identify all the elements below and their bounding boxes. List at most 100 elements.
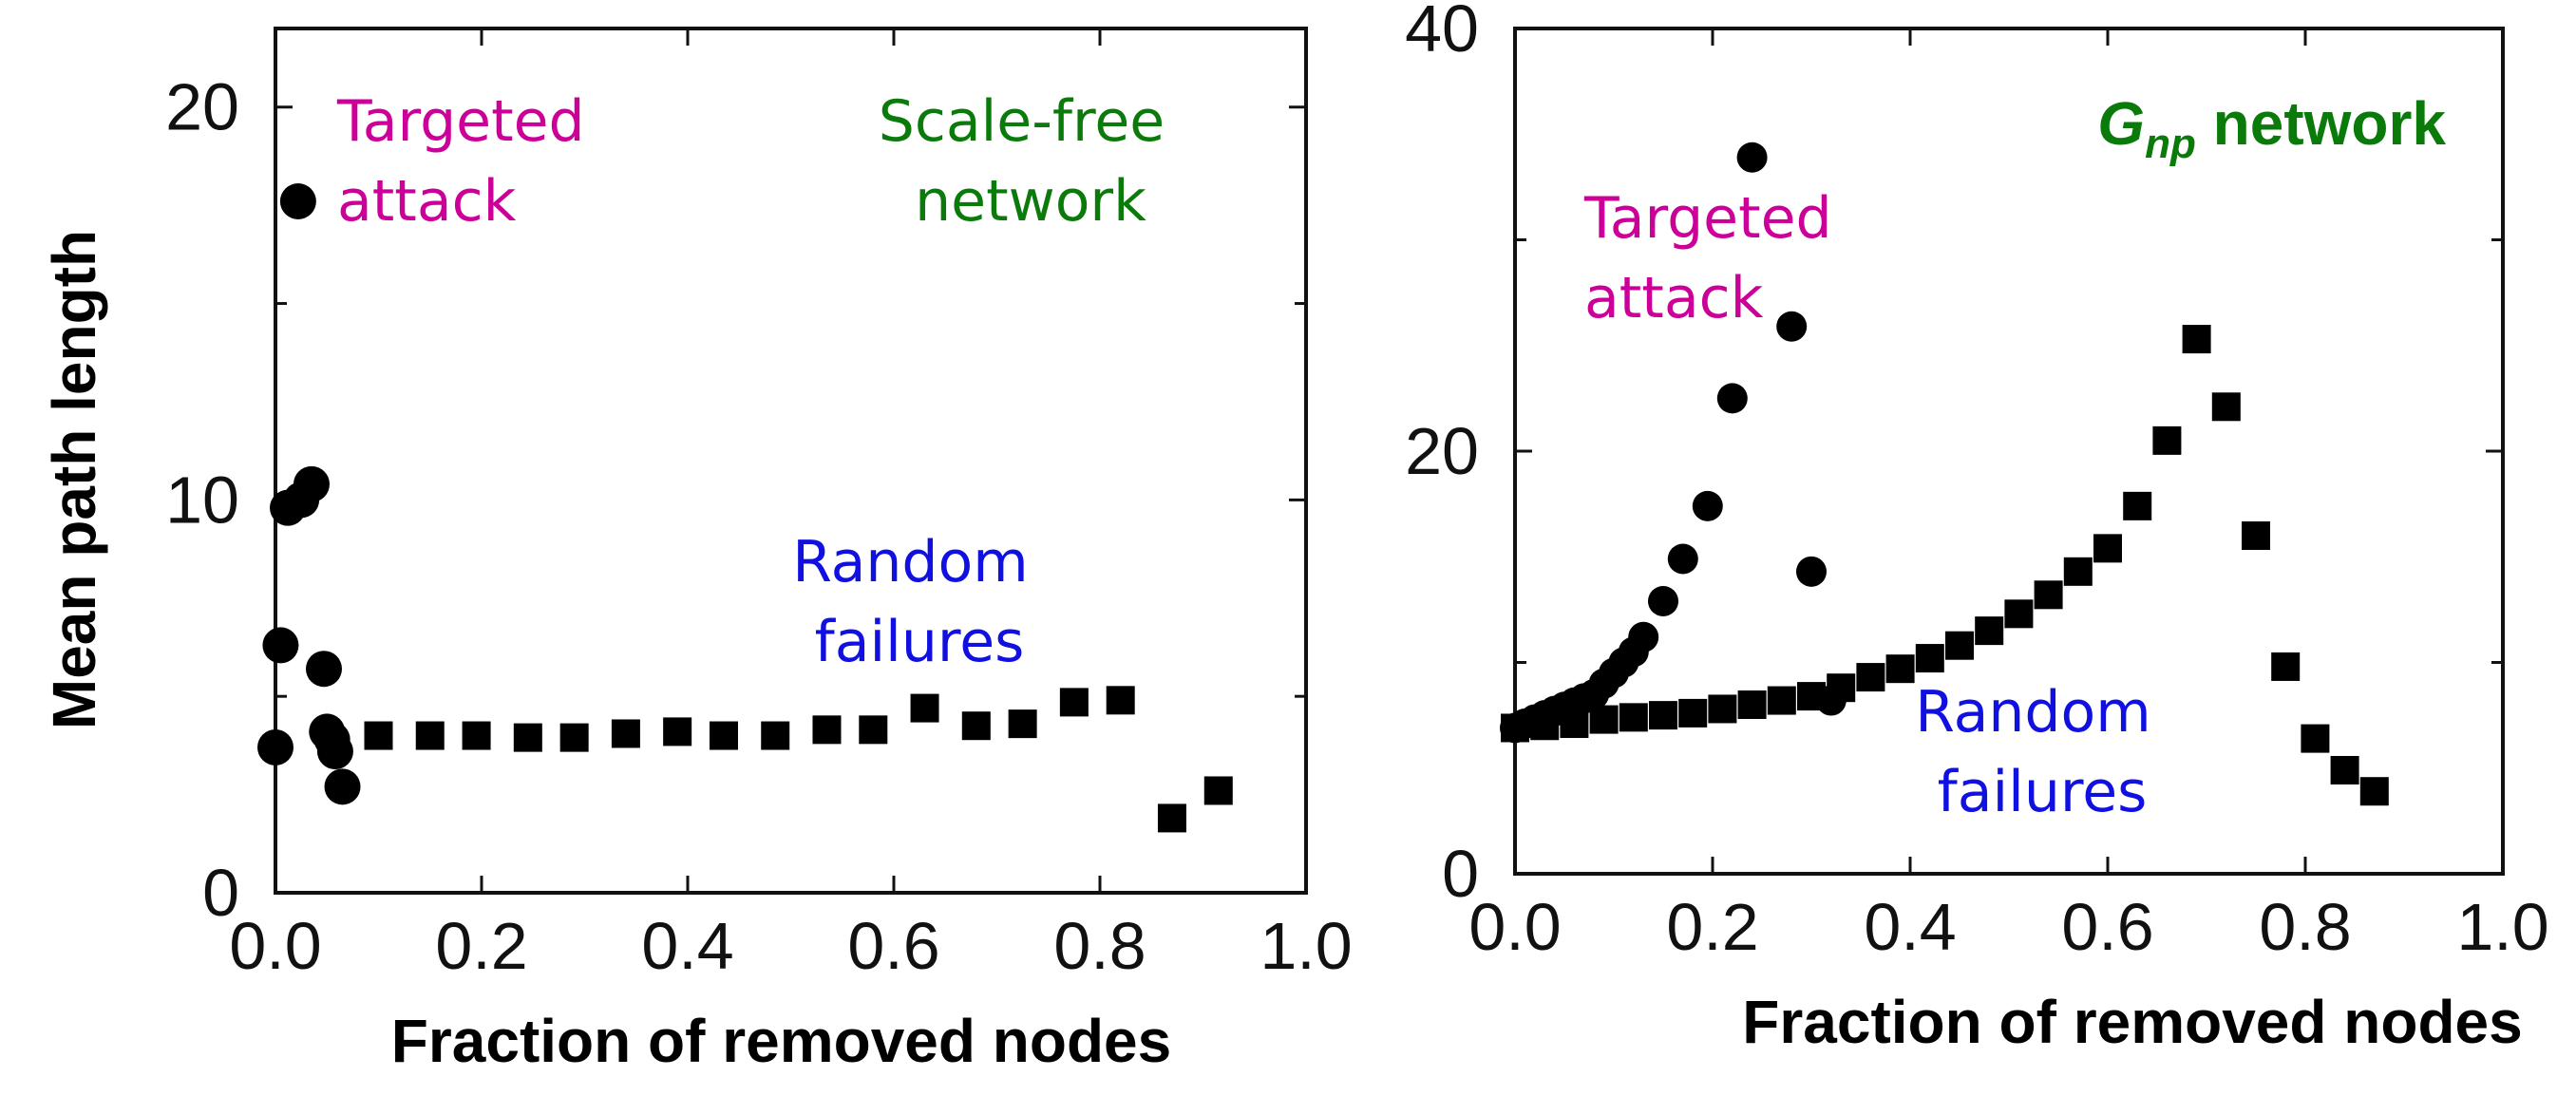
y-tick-label: 20 [165,70,239,144]
data-point [2152,425,2182,455]
data-point [415,721,445,750]
data-point [859,715,888,745]
data-point [2242,521,2270,550]
x-axis-title: Fraction of removed nodes [1742,988,2522,1056]
annotation-random-failures-text: Random [792,529,1028,595]
data-point [1649,701,1677,730]
x-tick-label: 0.2 [435,909,527,983]
data-point [1827,673,1856,703]
annotation-targeted-attack-gnp-text-line2: attack [1584,265,1764,331]
data-point [1560,709,1589,739]
annotation-random-failures: Random failures [792,529,1047,675]
x-tick-label: 0.2 [1666,890,1758,964]
data-point [2063,557,2093,586]
data-point [1776,311,1808,342]
data-point [316,733,353,770]
y-tick-label: 40 [1405,0,1479,66]
x-tick-label: 0.8 [1053,909,1146,983]
data-point [2211,392,2241,422]
series-square [364,686,1233,833]
data-point [1737,690,1767,719]
data-point [2271,652,2301,681]
data-point [1945,631,1974,660]
plot-frame [274,27,1308,895]
data-point [324,768,361,805]
gnp-subscript: np [2145,121,2196,167]
y-tick-label: 0 [1442,837,1479,911]
data-point [1628,621,1659,652]
data-point [364,721,393,750]
series-square [1501,325,2389,806]
data-point [305,651,342,688]
x-tick-label: 0.0 [1468,890,1561,964]
data-point [1736,142,1768,173]
x-axis-title: Fraction of removed nodes [391,1007,1171,1075]
data-point [1008,709,1037,739]
data-point [2034,580,2063,610]
data-point [2330,755,2359,784]
annotation-scale-free: Scale-free network [879,88,1183,235]
data-point [1885,654,1915,684]
x-tick-label: 0.0 [229,909,321,983]
data-point [910,693,939,723]
data-point [1059,688,1089,717]
annotation-gnp-network-text: Gnp network [2097,89,2446,167]
annotation-scale-free-text-line2: network [915,168,1146,235]
data-point [1767,686,1796,715]
data-point [1157,803,1186,833]
y-tick-label: 10 [165,463,239,537]
data-point [262,627,299,664]
annotation-targeted-attack-gnp: Targeted attack [1583,185,1850,331]
annotation-random-failures-text-line2: failures [815,609,1025,675]
x-tick-label: 0.4 [1864,890,1956,964]
data-point [1501,713,1529,743]
data-point [611,719,640,748]
data-point [1716,383,1748,414]
annotation-random-failures-gnp-text-line2: failures [1938,759,2148,825]
data-point [1667,543,1698,575]
data-point [1708,694,1737,724]
data-point [513,723,542,752]
data-point [2301,724,2330,753]
data-point [257,728,294,765]
data-point [1648,585,1678,616]
annotation-targeted-attack-text: Targeted [336,88,585,155]
chart-gnp: 0.0 0.2 0.4 0.6 0.8 1.0 0 20 40 Fraction of remov… [1405,0,2549,1056]
annotation-random-failures-gnp-text: Random [1915,679,2150,746]
data-point [1619,703,1648,732]
gnp-g: G [2097,89,2145,158]
data-point [1975,616,2004,646]
x-tick-label: 1.0 [1260,909,1352,983]
data-point [1856,663,1885,692]
data-point [279,183,316,219]
data-point [2093,534,2122,563]
data-point [1678,698,1708,728]
x-tick-label: 0.8 [2259,890,2351,964]
data-point [1915,644,1944,673]
data-point [1692,490,1723,521]
data-point [2182,325,2211,354]
data-point [1530,711,1560,741]
annotation-targeted-attack-gnp-text: Targeted [1583,185,1832,252]
data-point [462,721,491,750]
annotation-gnp-network: Gnp network [2097,89,2446,167]
gnp-network-word: network [2196,89,2447,158]
data-point [2359,777,2389,806]
x-tick-label: 1.0 [2456,890,2548,964]
y-axis-title: Mean path length [40,230,108,729]
series-circle [257,183,361,805]
data-point [1797,682,1826,711]
annotation-scale-free-text: Scale-free [879,88,1165,155]
x-tick-label: 0.6 [2061,890,2153,964]
chart-scale-free: 0.0 0.2 0.4 0.6 0.8 1.0 0 10 20 Fraction of remov… [40,27,1353,1075]
data-point [1796,556,1827,587]
data-point [293,465,330,502]
data-point [812,715,842,745]
annotation-random-failures-gnp: Random failures [1915,679,2169,825]
data-point [1589,705,1619,734]
data-point [559,723,589,752]
x-tick-label: 0.4 [641,909,733,983]
data-point [663,717,692,746]
left-annotations: Targeted attack Scale-free network Rando… [336,88,1183,675]
